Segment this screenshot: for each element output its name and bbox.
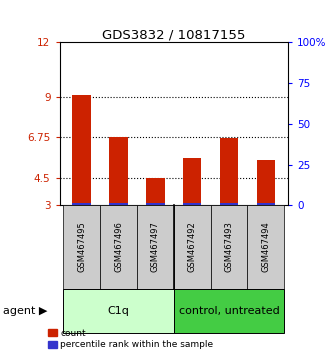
Text: control, untreated: control, untreated [179, 306, 279, 316]
Bar [220, 203, 238, 205]
Text: C1q: C1q [108, 306, 129, 316]
Text: agent ▶: agent ▶ [3, 306, 48, 316]
Bar [109, 137, 128, 205]
Bar [220, 138, 238, 205]
Title: GDS3832 / 10817155: GDS3832 / 10817155 [102, 28, 246, 41]
Bar [72, 95, 91, 205]
Text: GSM467492: GSM467492 [188, 222, 197, 272]
Bar [183, 158, 201, 205]
Bar [72, 203, 91, 205]
Text: GSM467495: GSM467495 [77, 222, 86, 272]
Text: GSM467496: GSM467496 [114, 222, 123, 272]
Text: GSM467494: GSM467494 [261, 222, 270, 272]
Legend: count, percentile rank within the sample: count, percentile rank within the sample [48, 329, 213, 349]
Bar [146, 203, 165, 205]
Bar [109, 203, 128, 205]
Text: GSM467497: GSM467497 [151, 222, 160, 272]
Bar [257, 203, 275, 205]
Bar [146, 178, 165, 205]
Bar [183, 203, 201, 205]
Text: GSM467493: GSM467493 [224, 222, 234, 272]
Bar [257, 160, 275, 205]
